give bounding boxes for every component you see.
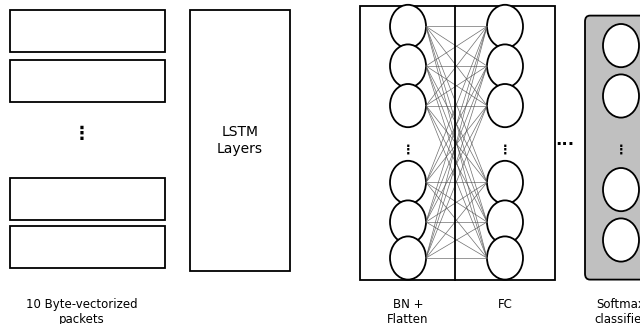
Circle shape	[487, 237, 523, 280]
Text: ⋮: ⋮	[499, 144, 511, 156]
Circle shape	[487, 201, 523, 244]
Circle shape	[603, 24, 639, 67]
Circle shape	[603, 168, 639, 211]
Bar	[190, 10, 290, 271]
Text: ⋮: ⋮	[615, 144, 627, 156]
Bar	[10, 10, 165, 52]
Circle shape	[390, 237, 426, 280]
Circle shape	[487, 84, 523, 127]
Circle shape	[603, 218, 639, 261]
Text: Softmax
classifier: Softmax classifier	[595, 298, 640, 324]
Circle shape	[487, 44, 523, 87]
Bar	[10, 178, 165, 220]
Circle shape	[390, 161, 426, 204]
Text: ...: ...	[556, 132, 575, 149]
Circle shape	[603, 75, 639, 118]
Bar	[10, 226, 165, 268]
Circle shape	[390, 44, 426, 87]
Text: LSTM
Layers: LSTM Layers	[217, 125, 263, 156]
Text: ⋮: ⋮	[402, 144, 414, 156]
FancyBboxPatch shape	[585, 16, 640, 280]
Circle shape	[390, 201, 426, 244]
Text: FC: FC	[497, 298, 513, 311]
Circle shape	[487, 5, 523, 48]
Circle shape	[390, 84, 426, 127]
Bar	[10, 60, 165, 102]
Circle shape	[390, 5, 426, 48]
Text: ⋮: ⋮	[73, 125, 91, 144]
Text: BN +
Flatten: BN + Flatten	[387, 298, 429, 324]
Bar	[360, 6, 555, 280]
Text: 10 Byte-vectorized
packets: 10 Byte-vectorized packets	[26, 298, 138, 324]
Circle shape	[487, 161, 523, 204]
